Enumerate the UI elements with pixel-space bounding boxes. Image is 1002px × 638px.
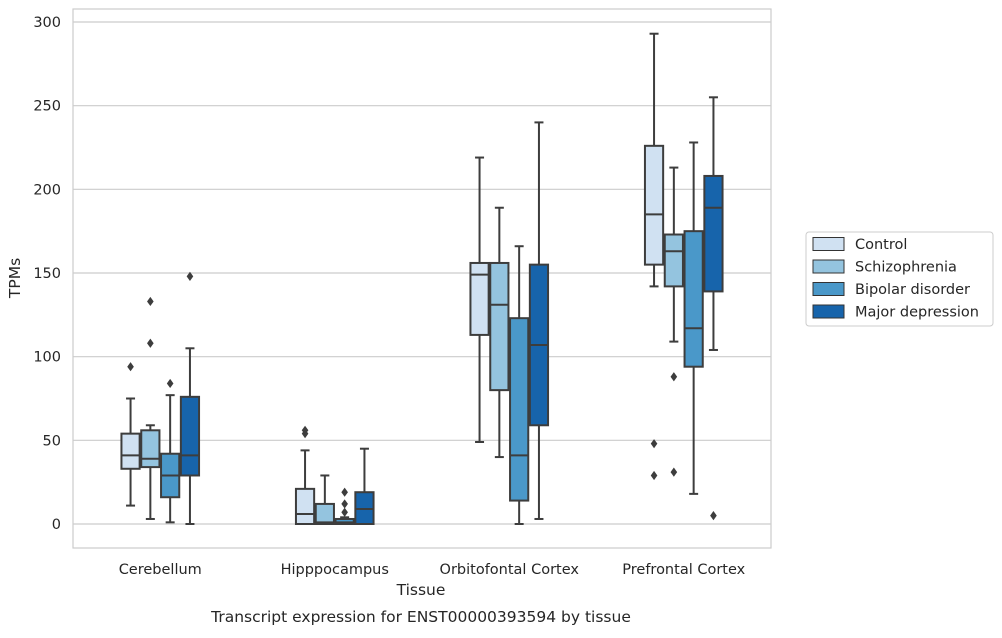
legend-label: Major depression <box>855 305 979 321</box>
box-control <box>643 32 665 481</box>
box-body <box>509 317 530 502</box>
outlier-point <box>127 362 134 372</box>
outlier-point <box>341 487 348 497</box>
box-schizophrenia <box>663 166 684 477</box>
plot-area-frame <box>72 8 772 549</box>
box-body <box>703 174 724 293</box>
box-control <box>120 362 141 507</box>
chart-caption: Transcript expression for ENST0000039359… <box>210 608 631 626</box>
box-control <box>294 425 316 525</box>
box-major-depression <box>179 271 201 525</box>
legend: Control Schizophrenia Bipolar disorder Majo… <box>805 231 994 327</box>
legend-swatch <box>812 282 845 296</box>
outlier-point <box>301 425 309 435</box>
box-body <box>314 502 335 526</box>
y-tick-label: 250 <box>33 99 61 115</box>
box-body <box>469 261 490 336</box>
x-tick-label: Prefrontal Cortex <box>622 562 745 578</box>
outlier-point <box>147 296 154 307</box>
legend-label: Schizophrenia <box>855 260 957 276</box>
legend-swatch <box>812 237 845 251</box>
outlier-point <box>670 467 678 477</box>
outlier-point <box>670 372 678 382</box>
box-body <box>179 395 201 477</box>
legend-frame <box>805 231 994 327</box>
y-tick-label: 300 <box>33 15 61 31</box>
box-bipolar-disorder <box>334 487 355 525</box>
outlier-point <box>341 507 348 517</box>
box-major-depression <box>528 121 550 520</box>
x-tick-label: Hipppocampus <box>281 562 389 578</box>
outlier-point <box>650 439 658 449</box>
box-body <box>683 230 704 368</box>
outlier-point <box>650 470 658 481</box>
x-tick-label: Cerebellum <box>119 562 202 578</box>
y-tick-label: 150 <box>33 266 61 282</box>
y-axis-title: TPMs <box>6 258 24 299</box>
box-body <box>663 233 684 288</box>
legend-label: Bipolar disorder <box>855 282 970 298</box>
box-body <box>294 487 316 525</box>
box-control <box>469 156 490 444</box>
box-body <box>120 432 141 470</box>
y-tick-label: 200 <box>33 182 61 198</box>
x-tick-label: Orbitofontal Cortex <box>440 562 580 578</box>
outlier-point <box>147 338 154 348</box>
box-bipolar-disorder <box>683 141 704 495</box>
box-schizophrenia <box>140 296 161 520</box>
x-tick-labels: Cerebellum Hipppocampus Orbitofontal Corte… <box>119 562 746 578</box>
outlier-point <box>186 271 194 281</box>
outlier-point <box>166 378 174 389</box>
legend-label: Control <box>855 237 907 253</box>
y-tick-label: 0 <box>52 517 61 533</box>
box-bipolar-disorder <box>160 378 181 524</box>
box-plot-marks <box>120 32 724 526</box>
box-body <box>489 261 510 392</box>
box-bipolar-disorder <box>509 245 530 525</box>
legend-swatch <box>812 304 845 319</box>
box-major-depression <box>703 96 724 521</box>
box-schizophrenia <box>489 206 510 459</box>
outlier-point <box>710 511 717 521</box>
y-tick-label: 100 <box>33 350 61 366</box>
box-major-depression <box>354 447 375 525</box>
y-tick-labels: 0 50 100 150 200 250 300 <box>33 15 61 533</box>
box-body <box>140 429 161 469</box>
legend-swatch <box>812 259 845 274</box>
outlier-point <box>341 499 348 509</box>
box-schizophrenia <box>314 474 335 526</box>
x-axis-title: Tissue <box>396 581 446 599</box>
y-tick-label: 50 <box>43 433 61 449</box>
box-body <box>643 144 665 266</box>
